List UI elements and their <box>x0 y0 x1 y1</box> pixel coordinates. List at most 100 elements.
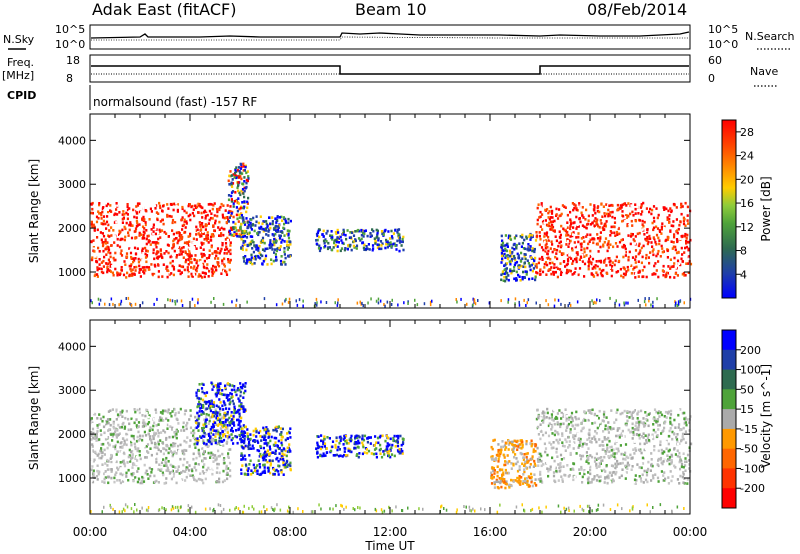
power-echo-cell <box>135 224 138 228</box>
power-echo-cell <box>230 194 233 198</box>
velocity-echo-cell <box>165 477 168 480</box>
power-echo-cell <box>625 216 628 219</box>
velocity-echo-cell <box>142 422 145 425</box>
power-echo-cell <box>188 247 191 251</box>
power-echo-cell <box>535 231 538 234</box>
velocity-echo-cell <box>247 437 250 441</box>
power-echo-cell <box>687 248 690 252</box>
power-echo-cell <box>216 261 219 264</box>
power-echo-cell <box>575 258 578 261</box>
velocity-echo-cell <box>229 431 232 435</box>
power-clutter-cell <box>334 301 336 305</box>
power-echo-cell <box>205 236 208 240</box>
velocity-echo-cell <box>383 453 386 456</box>
power-echo-cell <box>212 224 215 227</box>
velocity-echo-cell <box>206 407 209 410</box>
velocity-echo-cell <box>215 423 218 426</box>
velocity-echo-cell <box>526 479 529 483</box>
power-echo-cell <box>195 241 198 245</box>
power-echo-cell <box>134 257 137 260</box>
velocity-echo-cell <box>287 450 290 454</box>
power-echo-cell <box>508 249 511 253</box>
power-echo-cell <box>229 214 233 217</box>
power-echo-cell <box>190 257 193 261</box>
power-echo-cell <box>153 274 156 278</box>
velocity-echo-cell <box>171 435 174 439</box>
velocity-echo-cell <box>91 433 94 437</box>
power-clutter-cell <box>677 302 680 306</box>
power-echo-cell <box>243 195 246 199</box>
velocity-echo-cell <box>103 477 106 481</box>
power-echo-cell <box>335 232 338 235</box>
power-echo-cell <box>523 238 526 242</box>
power-echo-cell <box>583 275 586 278</box>
power-echo-cell <box>377 237 380 240</box>
velocity-echo-cell <box>256 469 259 473</box>
velocity-echo-cell <box>137 425 140 428</box>
velocity-echo-cell <box>146 473 149 476</box>
velocity-echo-cell <box>543 414 546 418</box>
power-echo-cell <box>322 239 326 243</box>
power-echo-cell <box>639 249 642 252</box>
power-echo-cell <box>571 247 574 250</box>
velocity-echo-cell <box>130 443 133 447</box>
power-clutter-cell <box>456 300 458 304</box>
velocity-echo-cell <box>169 450 172 453</box>
power-echo-cell <box>536 206 539 210</box>
velocity-echo-cell <box>244 408 247 411</box>
power-echo-cell <box>211 272 215 275</box>
power-echo-cell <box>237 184 240 188</box>
power-echo-cell <box>651 245 654 248</box>
power-echo-cell <box>224 216 228 220</box>
velocity-echo-cell <box>145 440 148 443</box>
velocity-echo-cell <box>110 433 113 436</box>
velocity-echo-cell <box>157 442 160 446</box>
power-echo-cell <box>521 277 524 281</box>
power-clutter-cell <box>134 302 137 306</box>
power-echo-cell <box>539 237 542 241</box>
power-clutter-cell <box>130 303 133 307</box>
power-echo-cell <box>622 272 626 276</box>
velocity-echo-cell <box>535 483 538 487</box>
power-echo-cell <box>217 264 221 268</box>
power-echo-cell <box>534 256 537 260</box>
power-echo-cell <box>533 247 536 251</box>
velocity-echo-cell <box>172 472 176 475</box>
power-echo-cell <box>616 233 619 236</box>
power-echo-cell <box>596 227 599 230</box>
power-echo-cell <box>577 205 580 209</box>
power-echo-cell <box>550 228 553 231</box>
power-echo-cell <box>607 212 610 216</box>
power-echo-cell <box>155 241 158 244</box>
velocity-echo-cell <box>207 413 210 417</box>
power-echo-cell <box>646 228 649 231</box>
velocity-echo-cell <box>282 473 285 476</box>
velocity-echo-cell <box>141 475 144 479</box>
velocity-echo-cell <box>124 416 127 420</box>
velocity-echo-cell <box>221 430 224 434</box>
power-echo-cell <box>666 216 669 219</box>
velocity-echo-cell <box>615 434 618 438</box>
velocity-echo-cell <box>522 479 525 483</box>
power-echo-cell <box>114 212 117 216</box>
velocity-echo-cell <box>189 409 192 412</box>
power-echo-cell <box>637 271 640 274</box>
velocity-echo-cell <box>499 452 502 456</box>
power-echo-cell <box>332 246 335 249</box>
power-echo-cell <box>175 254 179 257</box>
power-echo-cell <box>108 269 111 272</box>
power-echo-cell <box>232 220 235 224</box>
velocity-echo-cell <box>90 468 93 472</box>
velocity-echo-cell <box>392 436 395 440</box>
velocity-echo-cell <box>243 454 246 458</box>
power-echo-cell <box>632 238 635 241</box>
velocity-echo-cell <box>134 457 137 460</box>
velocity-echo-cell <box>566 424 569 427</box>
power-echo-cell <box>237 181 240 184</box>
velocity-echo-cell <box>389 455 392 459</box>
velocity-echo-cell <box>517 445 520 448</box>
power-echo-cell <box>239 227 242 231</box>
power-clutter-cell <box>174 302 177 306</box>
velocity-echo-cell <box>231 395 234 398</box>
power-echo-cell <box>98 258 101 261</box>
